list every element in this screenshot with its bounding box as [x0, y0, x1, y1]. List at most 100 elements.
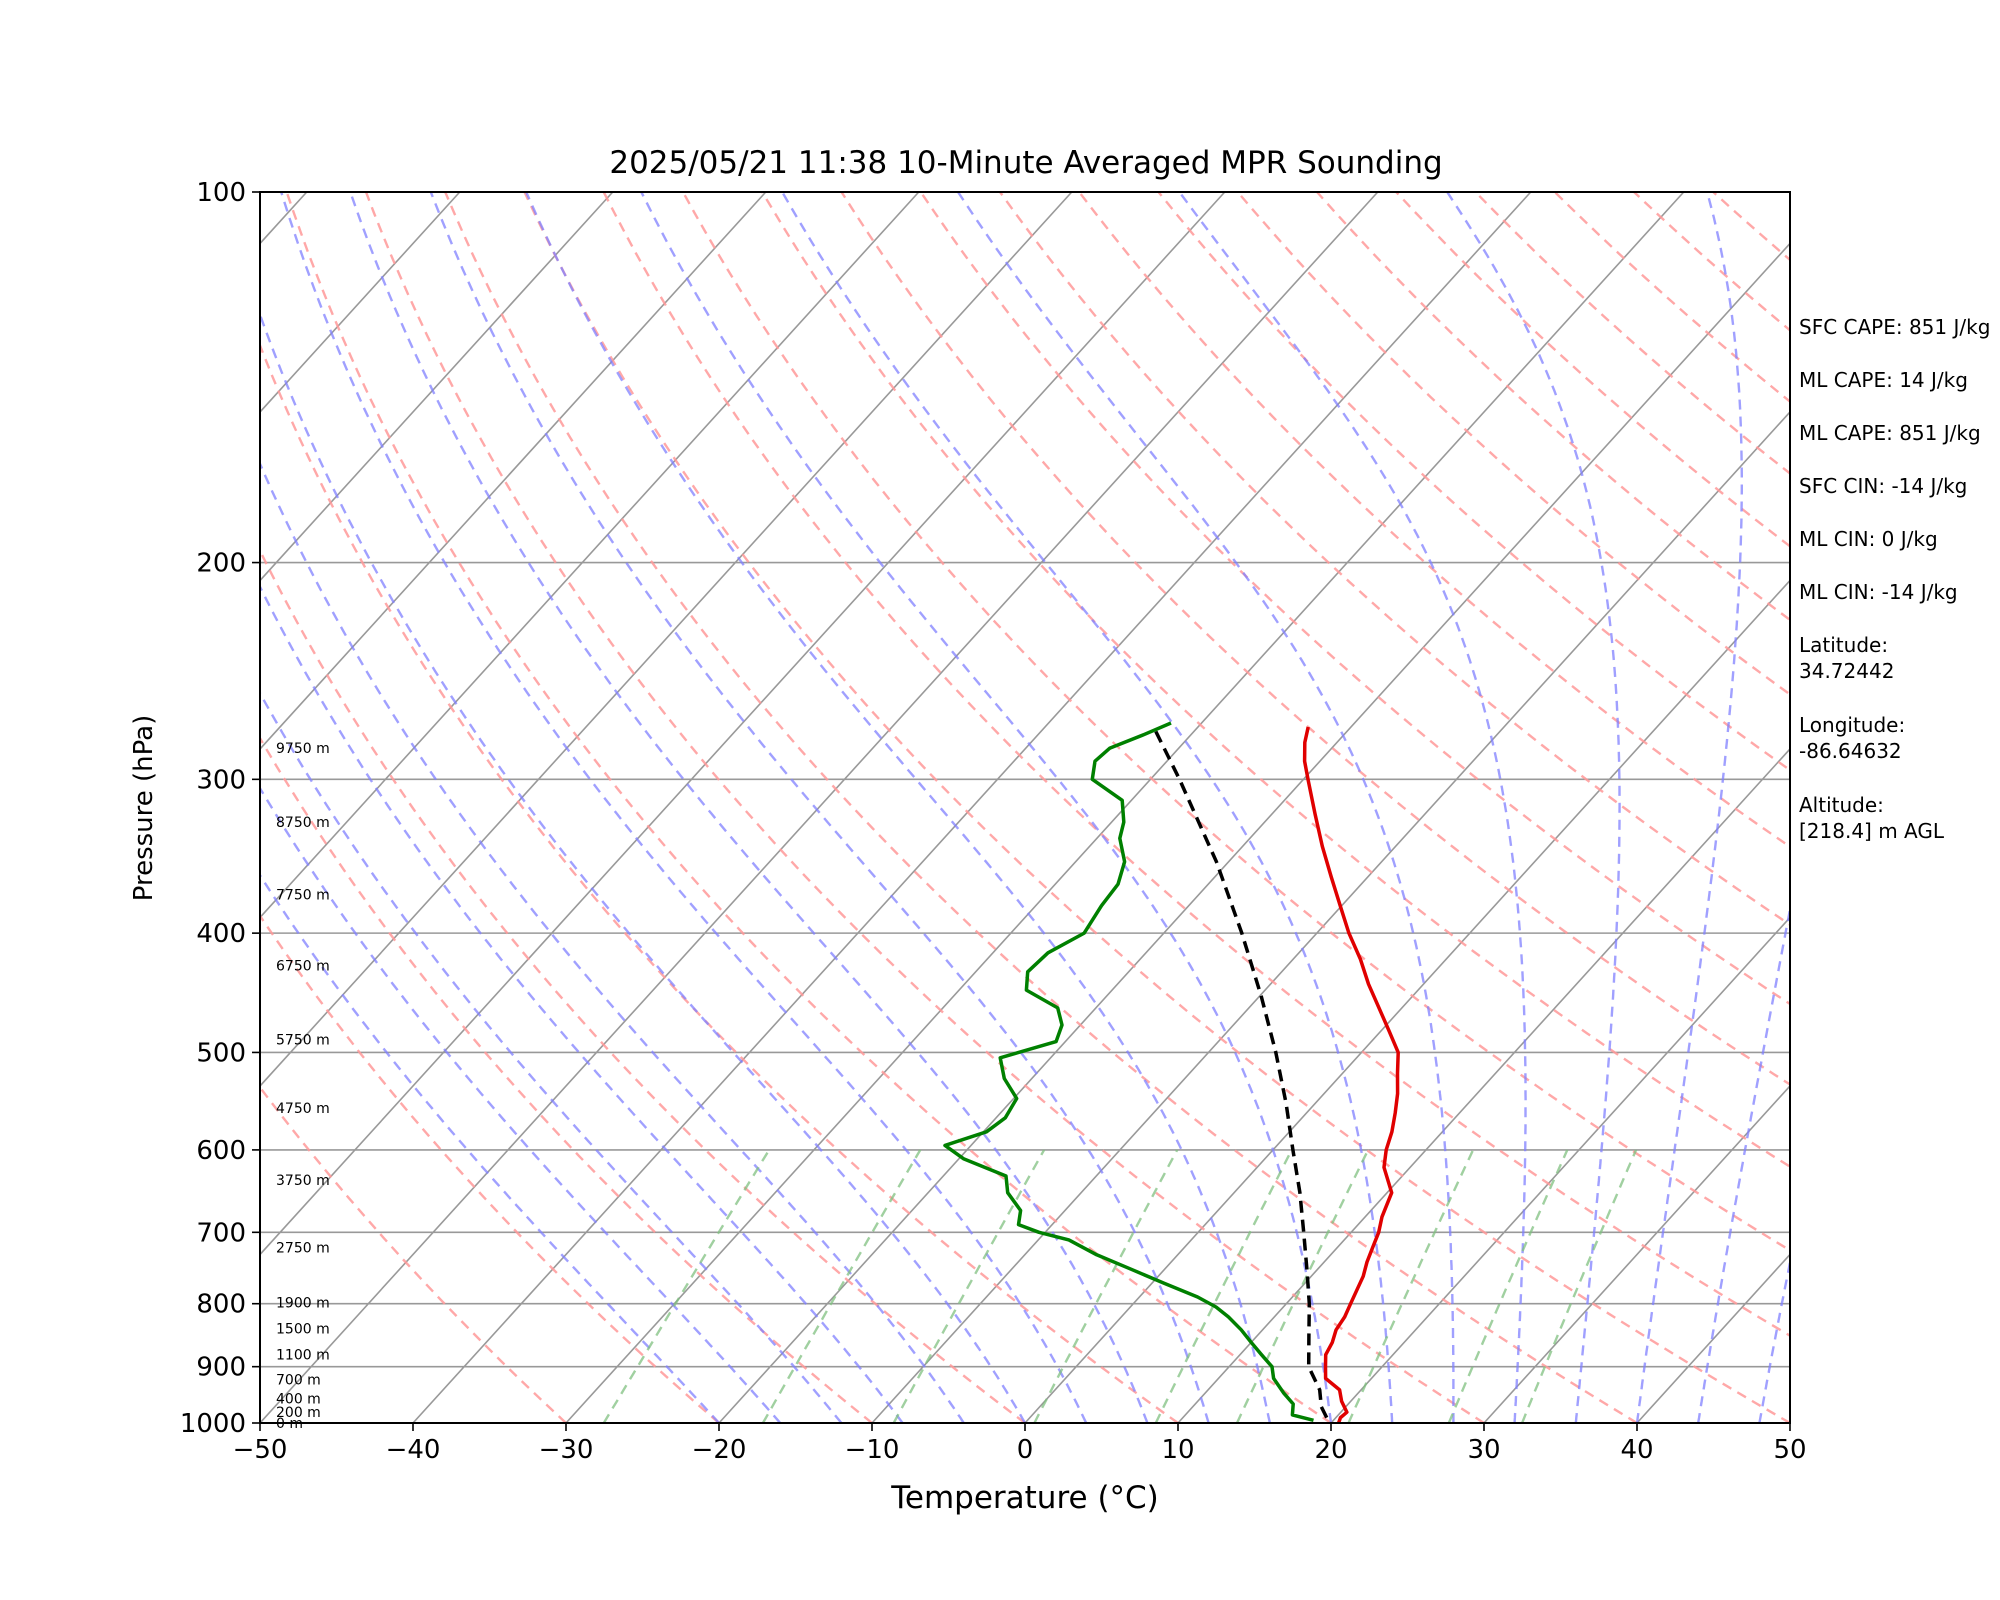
moist-adiabat	[260, 584, 904, 1423]
dry-adiabat	[260, 735, 873, 1423]
chart-title: 2025/05/21 11:38 10-Minute Averaged MPR …	[609, 145, 1442, 181]
height-label: 1900 m	[276, 1295, 330, 1311]
temperature-line	[1302, 726, 1400, 1423]
y-tick-label: 300	[196, 765, 246, 795]
sfc-cape-text: SFC CAPE: 851 J/kg	[1799, 315, 1991, 339]
mixing-ratio-line	[1447, 1149, 1569, 1423]
y-axis-ticks: 100 200 300 400 500 600 700 800 900 1000	[180, 178, 260, 1439]
isotherm-line	[718, 242, 1790, 1423]
latitude-block: Latitude: 34.72442	[1799, 632, 1999, 712]
dry-adiabat	[1553, 192, 1790, 404]
isotherm-line	[260, 192, 461, 414]
moist-adiabat	[429, 192, 1210, 1423]
y-tick-label: 700	[196, 1218, 246, 1248]
dry-adiabat	[1474, 192, 1790, 475]
ml-cin-text: ML CIN: 0 J/kg	[1799, 527, 1938, 551]
mixing-ratio-line	[1033, 1149, 1179, 1423]
y-axis-label: Pressure (hPa)	[129, 715, 159, 902]
height-label: 4750 m	[276, 1101, 330, 1117]
x-tick-label: 30	[1467, 1435, 1500, 1465]
moist-adiabat	[640, 192, 1333, 1423]
isotherm-line	[1483, 1084, 1790, 1423]
mixing-ratio-line	[1235, 1149, 1370, 1423]
moist-adiabat-lines	[260, 192, 1790, 1423]
dry-adiabat	[444, 192, 1638, 1423]
moist-adiabat	[260, 311, 1027, 1423]
dry-adiabat	[761, 192, 1790, 1169]
height-label: 3750 m	[276, 1173, 330, 1189]
dry-adiabat	[1316, 192, 1790, 622]
isotherm-line	[412, 192, 1532, 1423]
height-label: 7750 m	[276, 887, 330, 903]
isotherm-line	[1330, 916, 1790, 1423]
ml-cin-text-2: ML CIN: -14 J/kg	[1799, 580, 1958, 604]
y-tick-label: 800	[196, 1290, 246, 1320]
isotherm-line	[260, 192, 614, 582]
height-label: 700 m	[276, 1373, 321, 1389]
dry-adiabat	[681, 192, 1790, 1252]
ml-cape-text: ML CAPE: 14 J/kg	[1799, 368, 1968, 392]
altitude-label: Altitude:	[1799, 793, 1884, 817]
isotherm-line	[565, 192, 1685, 1423]
ml-cape-text-2: ML CAPE: 851 J/kg	[1799, 421, 1981, 445]
y-tick-label: 1000	[180, 1409, 246, 1439]
isotherm-line	[260, 192, 1226, 1256]
moist-adiabat	[260, 460, 965, 1423]
x-tick-label: 40	[1620, 1435, 1653, 1465]
longitude-label: Longitude:	[1799, 713, 1906, 737]
altitude-block: Altitude: [218.4] m AGL	[1799, 792, 1999, 844]
height-label: 1100 m	[276, 1348, 330, 1364]
latitude-value: 34.72442	[1799, 659, 1895, 683]
x-axis-label: Temperature (°C)	[890, 1480, 1159, 1516]
latitude-label: Latitude:	[1799, 633, 1889, 657]
isotherm-line	[260, 192, 1379, 1423]
sfc-cin-text: SFC CIN: -14 J/kg	[1799, 474, 1968, 498]
moist-adiabat	[957, 192, 1455, 1423]
sounding-series	[943, 721, 1400, 1423]
height-label: 5750 m	[276, 1032, 330, 1048]
height-label: 0 m	[276, 1416, 303, 1432]
dry-adiabat	[523, 192, 1790, 1423]
dry-adiabat-lines	[260, 192, 1790, 1423]
y-tick-label: 100	[196, 178, 246, 208]
moist-adiabat	[280, 192, 1088, 1423]
dry-adiabat	[602, 192, 1790, 1338]
height-label: 400 m	[276, 1391, 321, 1407]
y-tick-label: 200	[196, 549, 246, 579]
height-label: 200 m	[276, 1405, 321, 1421]
moist-adiabat	[525, 192, 1271, 1423]
dry-adiabat	[364, 192, 1485, 1423]
mixing-ratio-line	[1347, 1149, 1475, 1423]
dry-adiabat	[260, 342, 1179, 1423]
moist-adiabat	[1446, 192, 1621, 1423]
dewpoint-line	[943, 721, 1314, 1422]
isobar-lines	[260, 561, 1790, 1368]
x-tick-label: −10	[845, 1435, 900, 1465]
isotherm-line	[260, 192, 767, 751]
parcel-profile-line	[1152, 726, 1329, 1419]
x-tick-label: 0	[1017, 1435, 1034, 1465]
moist-adiabat	[1635, 192, 1743, 1423]
height-label: 6750 m	[276, 959, 330, 975]
x-tick-label: −40	[386, 1435, 441, 1465]
dry-adiabat	[1236, 192, 1790, 696]
dry-adiabat	[919, 192, 1790, 1006]
mixing-ratio-line	[1154, 1149, 1293, 1423]
isotherm-line	[871, 410, 1790, 1423]
moist-adiabat	[260, 785, 782, 1423]
mixing-ratio-line	[892, 1149, 1046, 1423]
x-tick-label: −30	[539, 1435, 594, 1465]
moist-adiabat	[260, 873, 720, 1423]
isotherm-line	[260, 192, 920, 919]
height-label: 8750 m	[276, 815, 330, 831]
mixing-ratio-line	[602, 1149, 771, 1423]
height-label: 2750 m	[276, 1240, 330, 1256]
mixing-ratio-line	[1520, 1149, 1638, 1423]
y-tick-label: 500	[196, 1038, 246, 1068]
stats-panel: SFC CAPE: 851 J/kg ML CAPE: 14 J/kg ML C…	[1799, 314, 1999, 844]
isotherm-line	[260, 192, 1073, 1088]
mixing-ratio-line	[761, 1149, 922, 1423]
dry-adiabat	[999, 192, 1790, 927]
